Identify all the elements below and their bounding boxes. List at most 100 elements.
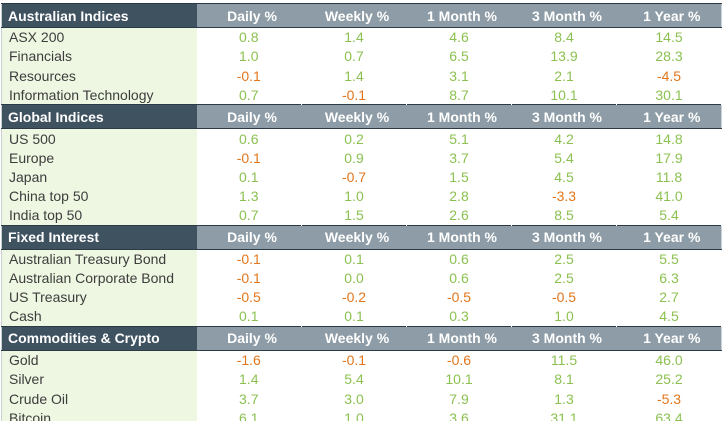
- value-cell: -5.3: [616, 388, 722, 409]
- table-row: Australian Corporate Bond -0.1 0.0 0.6 2.5 6.…: [1, 268, 722, 288]
- value-cell: 1.3: [511, 388, 617, 409]
- value-cell: 14.8: [616, 128, 722, 148]
- row-label: Information Technology: [1, 85, 197, 105]
- value-cell: 41.0: [616, 186, 722, 206]
- market-performance-table: Australian Indices Daily % Weekly % 1 Month…: [1, 3, 722, 421]
- table-row: Europe -0.1 0.9 3.7 5.4 17.9: [1, 147, 722, 168]
- row-label: Silver: [1, 369, 197, 389]
- value-cell: -0.1: [301, 350, 407, 370]
- table-row: Japan 0.1 -0.7 1.5 4.5 11.8: [1, 167, 722, 187]
- table-body: Australian Indices Daily % Weekly % 1 Month…: [1, 3, 722, 421]
- value-cell: -1.6: [196, 350, 302, 370]
- section-header-row: Global Indices Daily % Weekly % 1 Month % 3 …: [1, 104, 722, 130]
- value-cell: 5.1: [406, 128, 512, 148]
- value-cell: 0.9: [301, 147, 407, 168]
- column-header: 1 Year %: [616, 104, 722, 130]
- value-cell: 3.6: [406, 408, 512, 421]
- value-cell: 46.0: [616, 350, 722, 370]
- row-label: US 500: [1, 128, 197, 148]
- value-cell: 1.0: [511, 307, 617, 327]
- value-cell: 63.4: [616, 408, 722, 421]
- value-cell: 0.2: [301, 128, 407, 148]
- value-cell: 1.0: [196, 46, 302, 67]
- table-row: Gold -1.6 -0.1 -0.6 11.5 46.0: [1, 350, 722, 370]
- row-label: Financials: [1, 46, 197, 67]
- value-cell: -0.1: [196, 268, 302, 288]
- value-cell: 17.9: [616, 147, 722, 168]
- value-cell: 11.8: [616, 167, 722, 187]
- column-header: Daily %: [196, 104, 302, 130]
- row-label: Japan: [1, 167, 197, 187]
- value-cell: 0.1: [196, 167, 302, 187]
- value-cell: 0.6: [406, 249, 512, 269]
- value-cell: 1.4: [196, 369, 302, 389]
- row-label: Europe: [1, 147, 197, 168]
- value-cell: 0.8: [196, 27, 302, 47]
- value-cell: 11.5: [511, 350, 617, 370]
- column-header: Daily %: [196, 325, 302, 351]
- row-label: Crude Oil: [1, 388, 197, 409]
- section-title: Australian Indices: [1, 3, 197, 28]
- table-row: India top 50 0.7 1.5 2.6 8.5 5.4: [1, 205, 722, 226]
- value-cell: 0.1: [301, 307, 407, 327]
- value-cell: -0.6: [406, 350, 512, 370]
- table-row: China top 50 1.3 1.0 2.8 -3.3 41.0: [1, 186, 722, 206]
- value-cell: 0.7: [196, 205, 302, 226]
- column-header: 1 Month %: [406, 224, 512, 250]
- table-row: US 500 0.6 0.2 5.1 4.2 14.8: [1, 128, 722, 148]
- value-cell: 6.5: [406, 46, 512, 67]
- value-cell: 4.2: [511, 128, 617, 148]
- value-cell: -0.1: [196, 147, 302, 168]
- column-header: Daily %: [196, 224, 302, 250]
- value-cell: 1.4: [301, 66, 407, 86]
- section-title: Global Indices: [1, 104, 197, 130]
- section-header-row: Australian Indices Daily % Weekly % 1 Month…: [1, 3, 722, 28]
- value-cell: -0.7: [301, 167, 407, 187]
- column-header: Weekly %: [301, 3, 407, 28]
- row-label: Resources: [1, 66, 197, 86]
- value-cell: 7.9: [406, 388, 512, 409]
- value-cell: 31.1: [511, 408, 617, 421]
- value-cell: 0.0: [301, 268, 407, 288]
- value-cell: 14.5: [616, 27, 722, 47]
- value-cell: 28.3: [616, 46, 722, 67]
- row-label: ASX 200: [1, 27, 197, 47]
- value-cell: 6.3: [616, 268, 722, 288]
- column-header: 1 Month %: [406, 104, 512, 130]
- value-cell: -4.5: [616, 66, 722, 86]
- value-cell: 5.4: [616, 205, 722, 226]
- row-label: Gold: [1, 350, 197, 370]
- column-header: Weekly %: [301, 325, 407, 351]
- row-label: Cash: [1, 307, 197, 327]
- table-row: Resources -0.1 1.4 3.1 2.1 -4.5: [1, 66, 722, 86]
- value-cell: 1.0: [301, 186, 407, 206]
- value-cell: -0.5: [406, 287, 512, 308]
- value-cell: 8.4: [511, 27, 617, 47]
- column-header: 1 Month %: [406, 325, 512, 351]
- table-row: Cash 0.1 0.1 0.3 1.0 4.5: [1, 307, 722, 327]
- column-header: Daily %: [196, 3, 302, 28]
- value-cell: 13.9: [511, 46, 617, 67]
- section-header-row: Commodities & Crypto Daily % Weekly % 1 Mon…: [1, 325, 722, 351]
- value-cell: 4.6: [406, 27, 512, 47]
- value-cell: 2.5: [511, 249, 617, 269]
- row-label: India top 50: [1, 205, 197, 226]
- table-row: Australian Treasury Bond -0.1 0.1 0.6 2.5 5.5: [1, 249, 722, 269]
- value-cell: 1.0: [301, 408, 407, 421]
- value-cell: -3.3: [511, 186, 617, 206]
- column-header: 3 Month %: [511, 104, 617, 130]
- row-label: China top 50: [1, 186, 197, 206]
- value-cell: -0.1: [301, 85, 407, 105]
- value-cell: 3.1: [406, 66, 512, 86]
- value-cell: -0.5: [196, 287, 302, 308]
- value-cell: 0.1: [301, 249, 407, 269]
- column-header: Weekly %: [301, 224, 407, 250]
- value-cell: 2.6: [406, 205, 512, 226]
- table-row: Information Technology 0.7 -0.1 8.7 10.1 30.1: [1, 85, 722, 105]
- value-cell: 10.1: [511, 85, 617, 105]
- value-cell: 8.7: [406, 85, 512, 105]
- section-title: Fixed Interest: [1, 224, 197, 250]
- column-header: Weekly %: [301, 104, 407, 130]
- row-label: Bitcoin: [1, 408, 197, 421]
